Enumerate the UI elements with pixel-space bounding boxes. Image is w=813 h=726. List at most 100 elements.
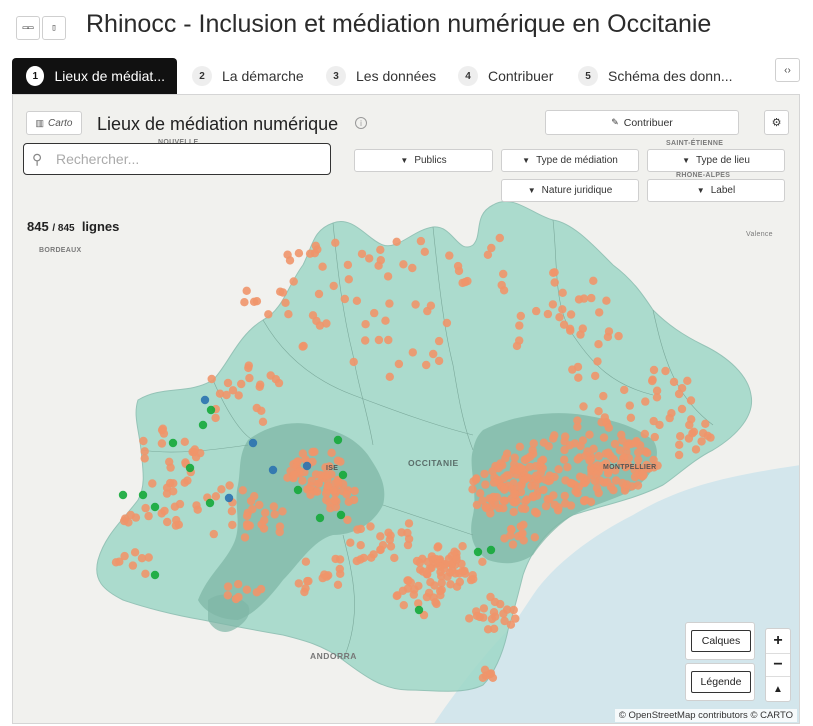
site-marker[interactable] [575,472,585,481]
site-marker[interactable] [304,576,313,586]
site-marker[interactable] [578,324,587,333]
site-marker[interactable] [228,520,237,530]
site-marker[interactable] [576,441,585,451]
site-marker[interactable] [481,480,490,489]
site-marker[interactable] [416,236,426,246]
site-marker[interactable] [641,397,650,406]
site-marker-green[interactable] [150,570,160,580]
site-marker[interactable] [256,584,266,594]
site-marker[interactable] [298,449,308,458]
site-marker[interactable] [499,269,508,279]
site-marker[interactable] [384,528,393,537]
site-marker[interactable] [532,471,541,480]
site-marker[interactable] [544,442,553,451]
site-marker[interactable] [423,557,432,566]
site-marker[interactable] [374,335,384,345]
site-marker[interactable] [633,481,643,490]
site-marker[interactable] [211,492,221,501]
site-marker[interactable] [453,261,463,271]
site-marker[interactable] [443,572,452,581]
site-marker[interactable] [180,437,189,446]
site-marker[interactable] [289,470,299,479]
site-marker[interactable] [530,533,539,542]
site-marker[interactable] [139,436,148,446]
site-marker[interactable] [516,311,525,321]
site-marker[interactable] [386,542,396,551]
site-marker[interactable] [270,510,279,519]
site-marker[interactable] [550,278,559,287]
site-marker[interactable] [124,518,133,527]
site-marker[interactable] [452,582,462,591]
layout-toggle-button[interactable]: ▭▭ [16,16,40,40]
site-marker[interactable] [331,238,340,247]
site-marker[interactable] [615,446,625,455]
layers-button[interactable]: Calques [691,630,751,652]
site-marker[interactable] [329,281,338,291]
site-marker[interactable] [298,476,307,485]
site-marker[interactable] [227,507,237,516]
site-marker[interactable] [140,454,149,463]
site-marker[interactable] [180,478,189,487]
site-marker[interactable] [489,624,499,633]
site-marker[interactable] [335,555,345,564]
site-marker[interactable] [634,448,643,457]
site-marker[interactable] [306,481,315,491]
site-marker[interactable] [643,448,652,457]
site-marker[interactable] [644,464,653,473]
site-marker[interactable] [433,543,442,552]
site-marker[interactable] [574,373,583,382]
site-marker[interactable] [587,293,596,303]
site-marker[interactable] [618,478,627,488]
site-marker-green[interactable] [473,547,483,557]
site-marker[interactable] [294,579,303,588]
legend-button[interactable]: Légende [691,671,751,693]
site-marker[interactable] [237,379,246,389]
site-marker[interactable] [585,456,594,465]
site-marker[interactable] [223,591,232,600]
site-marker[interactable] [509,605,518,615]
site-marker[interactable] [602,296,611,305]
site-marker[interactable] [234,592,243,602]
site-marker[interactable] [353,525,362,534]
site-marker[interactable] [283,250,292,259]
site-marker[interactable] [480,665,490,674]
site-marker[interactable] [655,420,664,430]
site-marker[interactable] [244,361,253,370]
site-marker[interactable] [500,534,509,543]
site-marker[interactable] [264,310,273,319]
site-marker[interactable] [601,459,611,468]
site-marker[interactable] [399,260,408,269]
site-marker[interactable] [352,556,361,566]
site-marker[interactable] [593,357,602,366]
site-marker[interactable] [310,249,319,258]
site-marker[interactable] [676,432,685,441]
site-marker[interactable] [436,591,445,600]
site-marker[interactable] [349,357,358,367]
site-marker[interactable] [131,513,141,522]
site-marker[interactable] [458,542,467,551]
site-marker[interactable] [284,310,293,319]
site-marker[interactable] [516,522,525,531]
site-marker-green[interactable] [118,490,128,500]
site-marker[interactable] [538,455,548,464]
site-marker[interactable] [611,476,621,485]
site-marker[interactable] [137,554,147,563]
site-marker-green[interactable] [205,498,215,508]
site-marker[interactable] [414,599,423,608]
site-marker[interactable] [385,299,394,308]
site-marker[interactable] [639,470,648,480]
site-marker[interactable] [225,481,234,490]
site-marker[interactable] [425,564,434,573]
site-marker[interactable] [699,429,708,438]
site-marker[interactable] [472,500,482,510]
site-marker[interactable] [466,575,476,585]
site-marker[interactable] [661,366,670,376]
filter-publics-button[interactable]: ▼ Publics [354,149,493,172]
site-marker[interactable] [489,478,499,487]
site-marker-green[interactable] [168,438,178,448]
site-marker[interactable] [261,508,270,517]
site-marker[interactable] [554,465,563,474]
site-marker[interactable] [550,431,559,440]
site-marker[interactable] [331,502,341,512]
site-marker[interactable] [274,378,284,388]
